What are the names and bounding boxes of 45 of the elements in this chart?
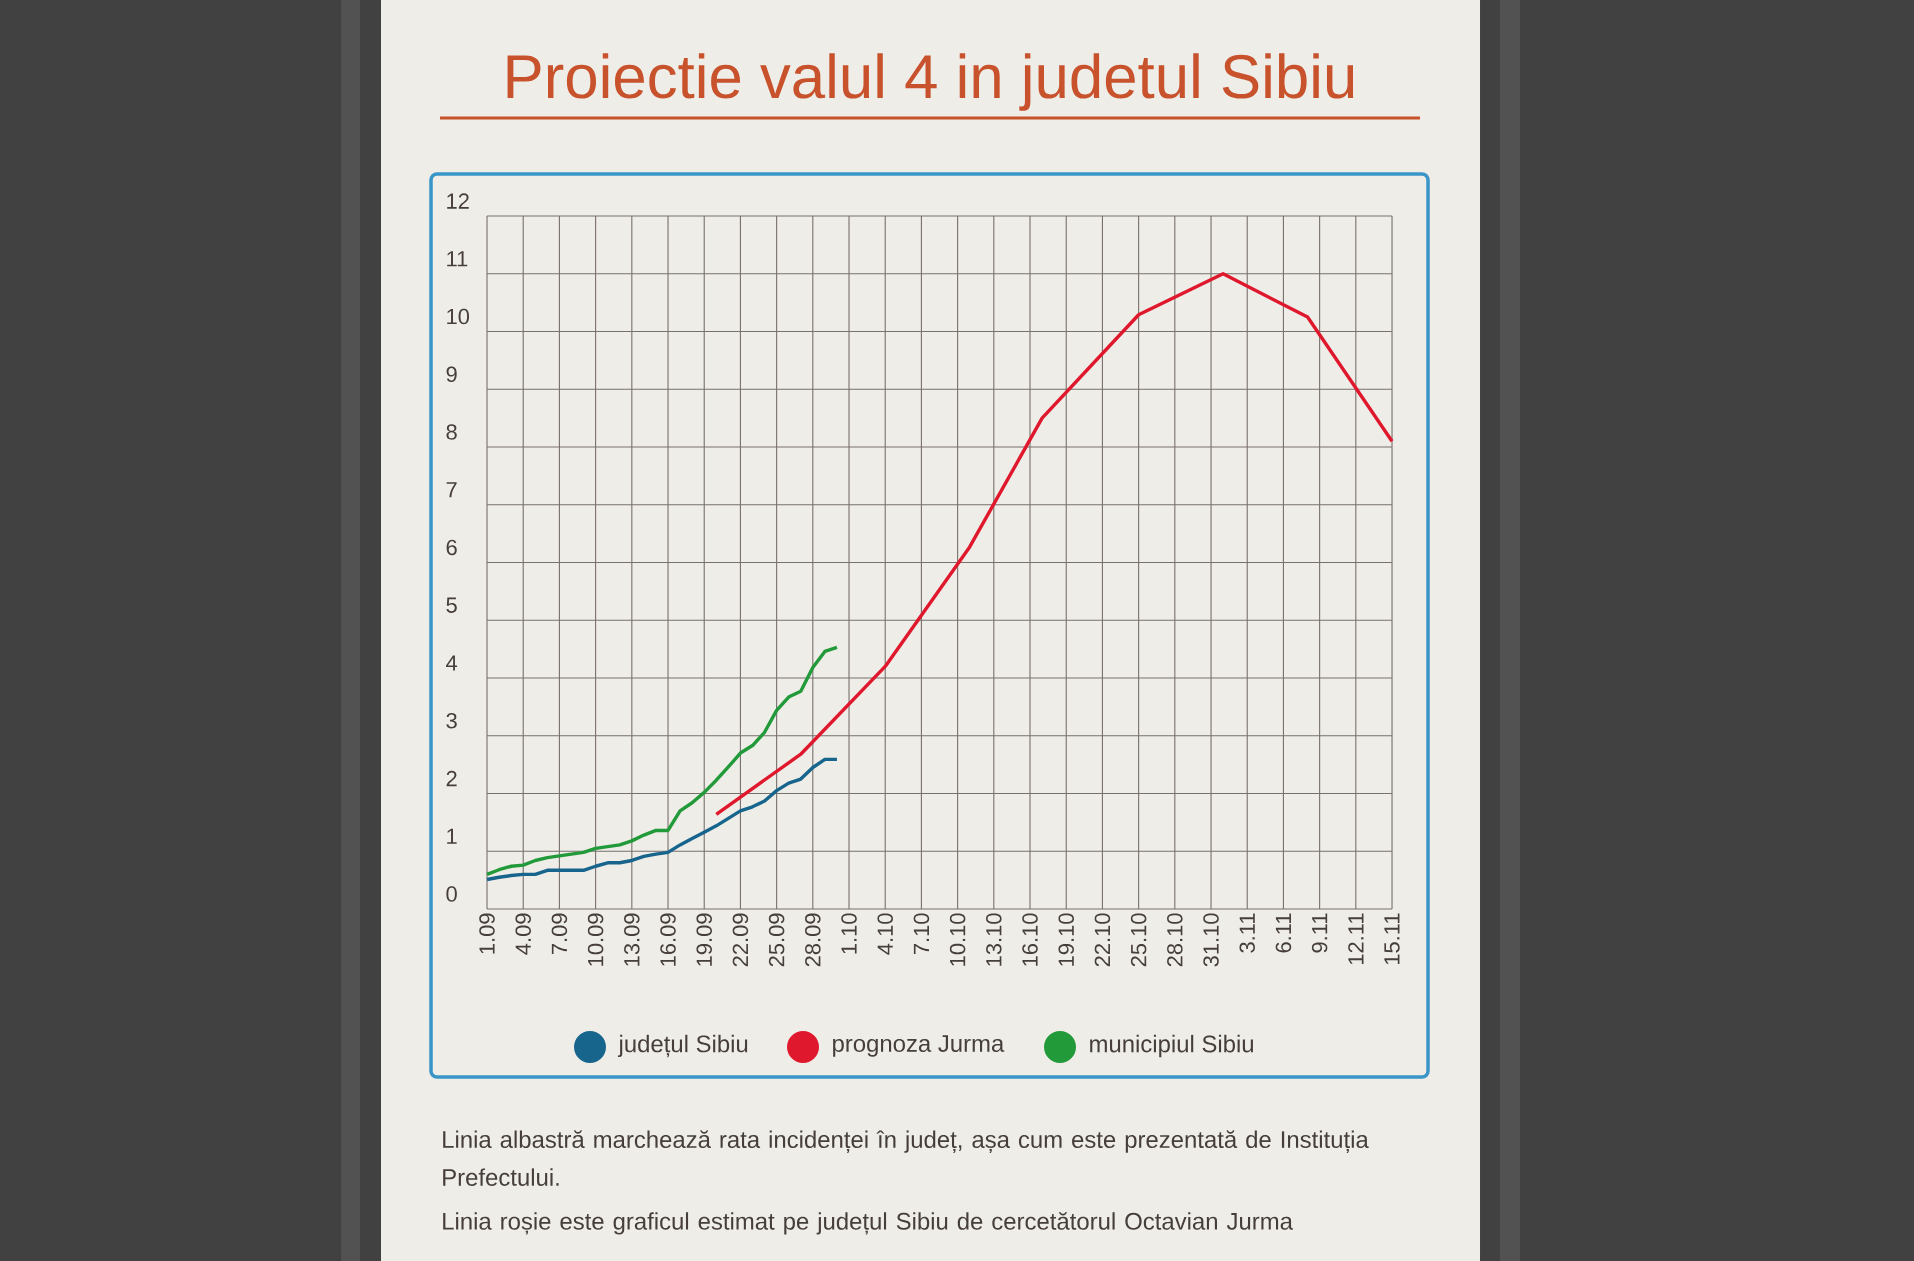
- text: Linia roșie este graficul estimat pe județul Sibiu de cercetătorul Octavian Jurma: [443, 1211, 1293, 1235]
- x-tick-label: 25.09: [768, 913, 785, 967]
- y-tick-label: 4: [446, 655, 458, 671]
- x-tick-label: 3.11: [1239, 913, 1255, 953]
- x-tick-label: 13.10: [986, 913, 1002, 966]
- legend-label: prognoza Jurma: [833, 1035, 1005, 1057]
- x-tick-label: 15.11: [1384, 913, 1400, 965]
- y-tick-label: 6: [446, 539, 457, 556]
- text: Linia albastră marchează rata incidenței în județ, așa cum este prezentată de Instituția Prefectului.: [443, 1130, 1369, 1186]
- x-tick-label: 22.09: [732, 913, 749, 967]
- y-tick-label: 11: [447, 251, 468, 267]
- x-tick-label: 28.10: [1167, 913, 1183, 967]
- y-tick-label: 10: [447, 308, 470, 325]
- x-tick-label: 16.09: [660, 913, 676, 966]
- y-tick-label: 7: [446, 482, 457, 498]
- x-tick-label: 10.10: [949, 913, 966, 966]
- x-tick-label: 25.10: [1130, 913, 1147, 967]
- x-tick-label: 9.11: [1311, 913, 1328, 953]
- x-tick-label: 19.09: [696, 913, 712, 966]
- x-tick-label: 19.10: [1058, 913, 1074, 966]
- x-tick-label: 16.10: [1022, 913, 1038, 966]
- y-tick-label: 2: [446, 770, 457, 787]
- x-tick-label: 4.09: [515, 913, 531, 955]
- x-tick-label: 7.10: [913, 913, 930, 955]
- x-tick-label: 12.11: [1348, 913, 1364, 965]
- y-tick-label: 1: [447, 828, 457, 844]
- y-tick-label: 9: [446, 366, 457, 382]
- x-tick-label: 28.09: [805, 913, 821, 967]
- x-tick-label: 6.11: [1275, 913, 1292, 953]
- x-tick-label: 1.09: [479, 913, 495, 954]
- legend-label: municipiul Sibiu: [1090, 1034, 1253, 1058]
- x-tick-label: 31.10: [1203, 913, 1219, 967]
- y-tick-label: 3: [446, 712, 457, 729]
- legend-label: județul Sibiu: [617, 1034, 748, 1058]
- y-tick-label: 0: [446, 886, 457, 902]
- y-tick-label: 12: [447, 193, 469, 209]
- chart-title: Proiectie valul 4 in judetul Sibiu: [507, 53, 1354, 111]
- x-tick-label: 4.10: [877, 913, 893, 955]
- y-tick-label: 5: [446, 597, 457, 613]
- y-tick-label: 8: [446, 424, 457, 440]
- x-tick-label: 1.10: [841, 913, 857, 954]
- x-tick-label: 22.10: [1094, 913, 1111, 967]
- x-tick-label: 13.09: [624, 913, 640, 966]
- x-tick-label: 10.09: [587, 913, 604, 966]
- x-tick-label: 7.09: [551, 913, 568, 955]
